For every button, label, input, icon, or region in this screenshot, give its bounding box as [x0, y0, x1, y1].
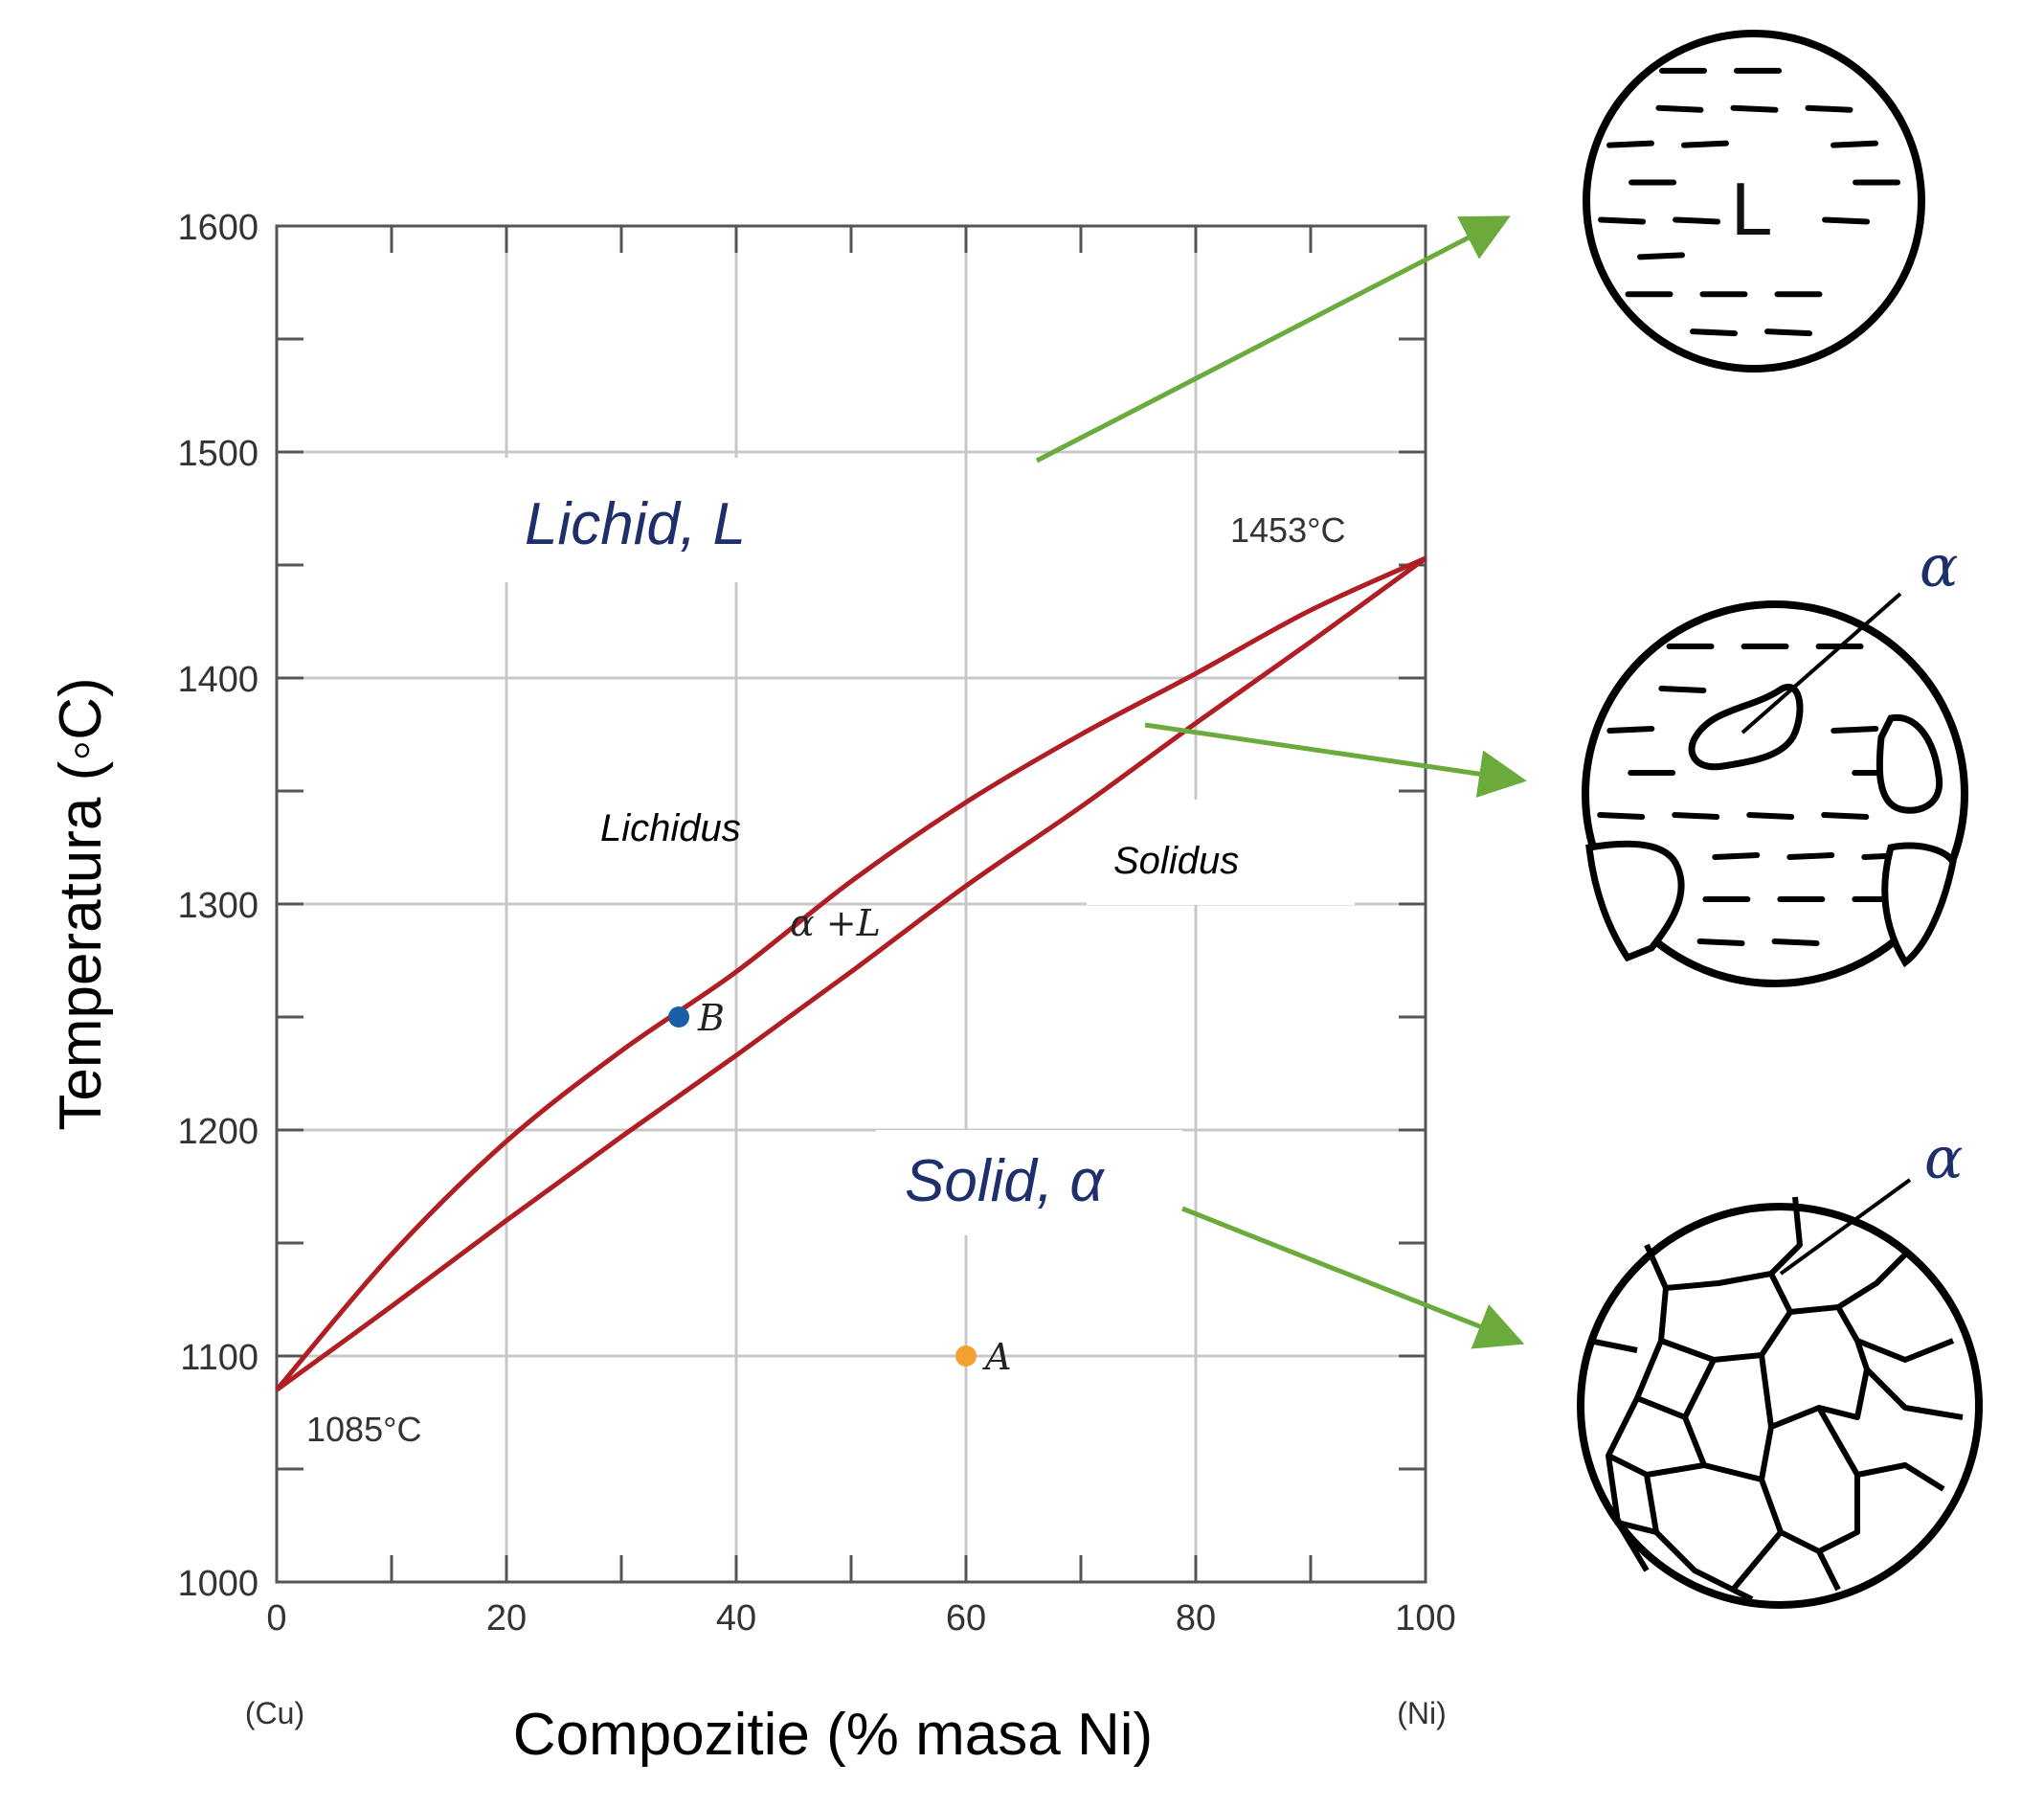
micrograph-liquid-label: L — [1731, 167, 1772, 251]
label-backdrop-liquid — [498, 458, 804, 582]
dash — [1681, 140, 1730, 148]
dash — [1764, 328, 1813, 337]
dash — [1771, 938, 1820, 946]
curve-lichidus — [275, 555, 1427, 1392]
label-backdrop-solidus — [1087, 800, 1355, 905]
curve-solidus — [275, 555, 1427, 1392]
dash — [1821, 812, 1870, 820]
alpha-pointer-1 — [1741, 592, 1902, 734]
dash — [1690, 328, 1739, 337]
dash — [1597, 812, 1646, 820]
micrograph-solid: α — [1577, 1125, 1983, 1609]
liquid-region-label: Lichid, L — [525, 491, 746, 557]
alpha-grain-lower-left — [1585, 840, 1685, 962]
y-axis-title: Temperatura (◦C) — [48, 677, 114, 1130]
phase-curves — [275, 555, 1427, 1392]
point-B — [668, 1006, 689, 1028]
y-tick-labels: 1000 1100 1200 1300 1400 1500 1600 — [177, 208, 258, 1604]
dash — [1822, 216, 1871, 225]
point-label-A: A — [982, 1336, 1011, 1378]
dash — [1831, 140, 1879, 148]
y-tick-label-1100: 1100 — [180, 1338, 258, 1378]
x-tick-labels: 0 20 40 60 80 100 — [266, 1598, 1455, 1638]
x-axis-title: Compozitie (% masa Ni) — [513, 1702, 1153, 1768]
arrow-to-two-phase-micrograph — [1144, 722, 1527, 798]
x-tick-label-100: 100 — [1395, 1598, 1455, 1638]
dash — [1658, 686, 1707, 693]
liquid-dashes — [1598, 67, 1901, 337]
x-tick-label-60: 60 — [946, 1598, 986, 1638]
micrograph-two-phase: α — [1582, 533, 1968, 987]
dash — [1730, 104, 1779, 113]
x-end-label-ni: (Ni) — [1397, 1696, 1447, 1730]
label-backdrop-solid — [876, 1130, 1182, 1235]
dash — [1606, 140, 1655, 148]
two-phase-label: α +L — [790, 902, 881, 944]
dash — [1672, 812, 1720, 820]
dash — [1805, 104, 1853, 113]
dash — [1598, 216, 1647, 225]
alpha-grain-lower-right — [1881, 842, 1957, 968]
dash — [1696, 938, 1745, 946]
y-tick-label-1300: 1300 — [177, 886, 258, 926]
x-tick-label-0: 0 — [266, 1598, 286, 1638]
dash — [1786, 852, 1835, 860]
arrow-to-solid-micrograph — [1181, 1206, 1525, 1349]
solidus-label: Solidus — [1113, 840, 1239, 882]
alpha-label-2: α — [1924, 1125, 1964, 1192]
plot-frame — [275, 224, 1427, 1584]
arrow-to-liquid-micrograph — [1035, 215, 1511, 463]
data-points: AB — [668, 997, 1011, 1378]
y-tick-label-1600: 1600 — [177, 208, 258, 248]
x-tick-label-80: 80 — [1176, 1598, 1216, 1638]
melting-point-ni-label: 1453°C — [1230, 510, 1345, 550]
dash — [1606, 726, 1655, 734]
grain-boundaries — [1588, 1196, 1964, 1602]
alpha-label-1: α — [1920, 533, 1959, 600]
x-tick-label-20: 20 — [486, 1598, 527, 1638]
mixed-dashes — [1597, 644, 1910, 946]
dash — [1655, 104, 1704, 113]
y-tick-label-1400: 1400 — [177, 660, 258, 700]
dash — [1673, 216, 1721, 225]
x-end-label-cu: (Cu) — [245, 1696, 304, 1730]
melting-point-cu-label: 1085°C — [306, 1410, 421, 1449]
solid-region-label: Solid, α — [905, 1148, 1105, 1214]
dash — [1712, 852, 1761, 860]
micrograph-liquid: L — [1583, 30, 1925, 373]
point-A — [955, 1345, 977, 1367]
dash — [1746, 812, 1795, 820]
y-tick-label-1200: 1200 — [177, 1112, 258, 1152]
y-tick-label-1500: 1500 — [177, 434, 258, 474]
x-tick-label-40: 40 — [716, 1598, 756, 1638]
alpha-pointer-2 — [1779, 1178, 1912, 1276]
y-tick-label-1000: 1000 — [177, 1564, 258, 1604]
dash — [1831, 726, 1879, 734]
dash — [1637, 252, 1686, 260]
point-label-B: B — [697, 997, 725, 1039]
liquidus-label: Lichidus — [600, 807, 741, 849]
alpha-grain-right — [1876, 713, 1943, 814]
